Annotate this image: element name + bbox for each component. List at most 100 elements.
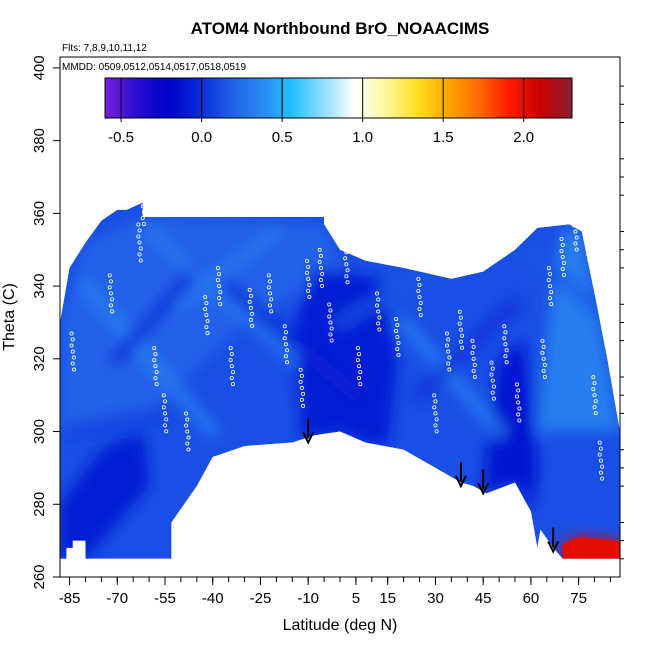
flight-sample-point	[592, 381, 597, 386]
flight-sample-point	[205, 319, 210, 324]
flight-sample-point	[376, 321, 381, 326]
flight-sample-point	[560, 242, 565, 247]
flight-sample-point	[586, 228, 591, 233]
flight-sample-point	[395, 322, 400, 327]
flight-sample-point	[154, 370, 159, 375]
flight-sample-point	[503, 354, 508, 359]
flight-sample-point	[597, 440, 602, 445]
flight-sample-point	[140, 186, 143, 189]
flight-sample-point	[542, 362, 547, 367]
flight-sample-point	[70, 337, 75, 342]
flight-sample-point	[491, 384, 496, 389]
y-tick-label: 260	[31, 564, 48, 589]
flight-sample-point	[153, 364, 158, 369]
flight-sample-point	[593, 411, 598, 416]
flight-sample-point	[584, 222, 589, 227]
flight-sample-point	[217, 284, 222, 289]
flight-sample-point	[162, 411, 167, 416]
flight-sample-point	[231, 370, 236, 375]
x-tick-label: 45	[475, 590, 492, 607]
flight-sample-point	[355, 358, 360, 363]
flight-sample-point	[136, 222, 141, 227]
y-tick-label: 400	[31, 55, 48, 80]
flight-sample-point	[185, 417, 190, 422]
flight-sample-point	[141, 210, 146, 215]
x-axis-label: Latitude (deg N)	[283, 617, 398, 634]
flight-sample-point	[470, 338, 475, 343]
flight-sample-point	[490, 378, 495, 383]
flight-sample-point	[71, 355, 76, 360]
flight-sample-point	[267, 303, 272, 308]
flight-sample-point	[229, 364, 234, 369]
flight-sample-point	[320, 283, 325, 288]
flight-sample-point	[161, 405, 166, 410]
flight-sample-point	[343, 244, 348, 249]
x-tick-label: -55	[154, 590, 176, 607]
flight-sample-point	[328, 332, 333, 337]
colorbar-tick-label: 1.5	[433, 129, 454, 146]
flight-sample-point	[137, 240, 142, 245]
flight-sample-point	[417, 306, 422, 311]
flight-sample-point	[152, 346, 157, 351]
flights-annotation: Flts: 7,8,9,10,11,12	[62, 43, 147, 54]
flight-sample-point	[328, 308, 333, 313]
flight-sample-point	[491, 396, 496, 401]
flight-sample-point	[70, 349, 75, 354]
x-tick-label: -85	[59, 590, 81, 607]
flight-sample-point	[540, 350, 545, 355]
flight-sample-point	[344, 274, 349, 279]
flight-sample-point	[357, 376, 362, 381]
flight-sample-point	[152, 358, 157, 363]
heatmap-region	[60, 217, 340, 432]
flight-sample-point	[185, 429, 190, 434]
heatmap-streak	[173, 224, 284, 312]
flight-sample-point	[299, 397, 304, 402]
flight-sample-point	[306, 288, 311, 293]
heatmap-region	[483, 340, 538, 512]
flight-sample-point	[374, 291, 379, 296]
flight-sample-point	[329, 326, 334, 331]
flight-sample-point	[248, 317, 253, 322]
flight-sample-point	[161, 393, 166, 398]
x-tick-label: 75	[570, 590, 587, 607]
x-tick-label: -25	[250, 590, 272, 607]
flight-sample-point	[417, 282, 422, 287]
flight-sample-point	[345, 280, 350, 285]
flight-sample-point	[540, 338, 545, 343]
flight-sample-point	[471, 368, 476, 373]
flight-sample-point	[591, 375, 596, 380]
flight-sample-point	[446, 349, 451, 354]
flight-sample-point	[203, 307, 208, 312]
flight-sample-point	[247, 287, 252, 292]
flight-sample-point	[318, 265, 323, 270]
flight-sample-point	[301, 391, 306, 396]
flight-sample-point	[559, 236, 564, 241]
flight-sample-point	[153, 376, 158, 381]
flight-sample-point	[502, 324, 507, 329]
flight-sample-point	[418, 300, 423, 305]
flight-sample-point	[560, 266, 565, 271]
flight-sample-point	[471, 356, 476, 361]
heatmap-streak	[396, 315, 507, 439]
flight-sample-point	[215, 266, 220, 271]
flight-sample-point	[503, 330, 508, 335]
flight-sample-point	[285, 348, 290, 353]
flight-sample-point	[444, 331, 449, 336]
x-tick-label: 60	[523, 590, 540, 607]
flight-sample-point	[458, 315, 463, 320]
flight-sample-point	[215, 278, 220, 283]
flight-sample-point	[250, 323, 255, 328]
flight-sample-point	[141, 222, 146, 227]
flight-sample-point	[204, 325, 209, 330]
flight-sample-point	[584, 234, 589, 239]
flight-sample-point	[559, 248, 564, 253]
x-tick-label: 5	[352, 590, 360, 607]
flight-sample-point	[394, 316, 399, 321]
flight-sample-point	[446, 361, 451, 366]
flight-sample-point	[447, 355, 452, 360]
flight-sample-point	[396, 340, 401, 345]
flight-sample-point	[517, 406, 522, 411]
flight-sample-point	[229, 352, 234, 357]
flight-sample-point	[458, 339, 463, 344]
flight-sample-point	[248, 305, 253, 310]
